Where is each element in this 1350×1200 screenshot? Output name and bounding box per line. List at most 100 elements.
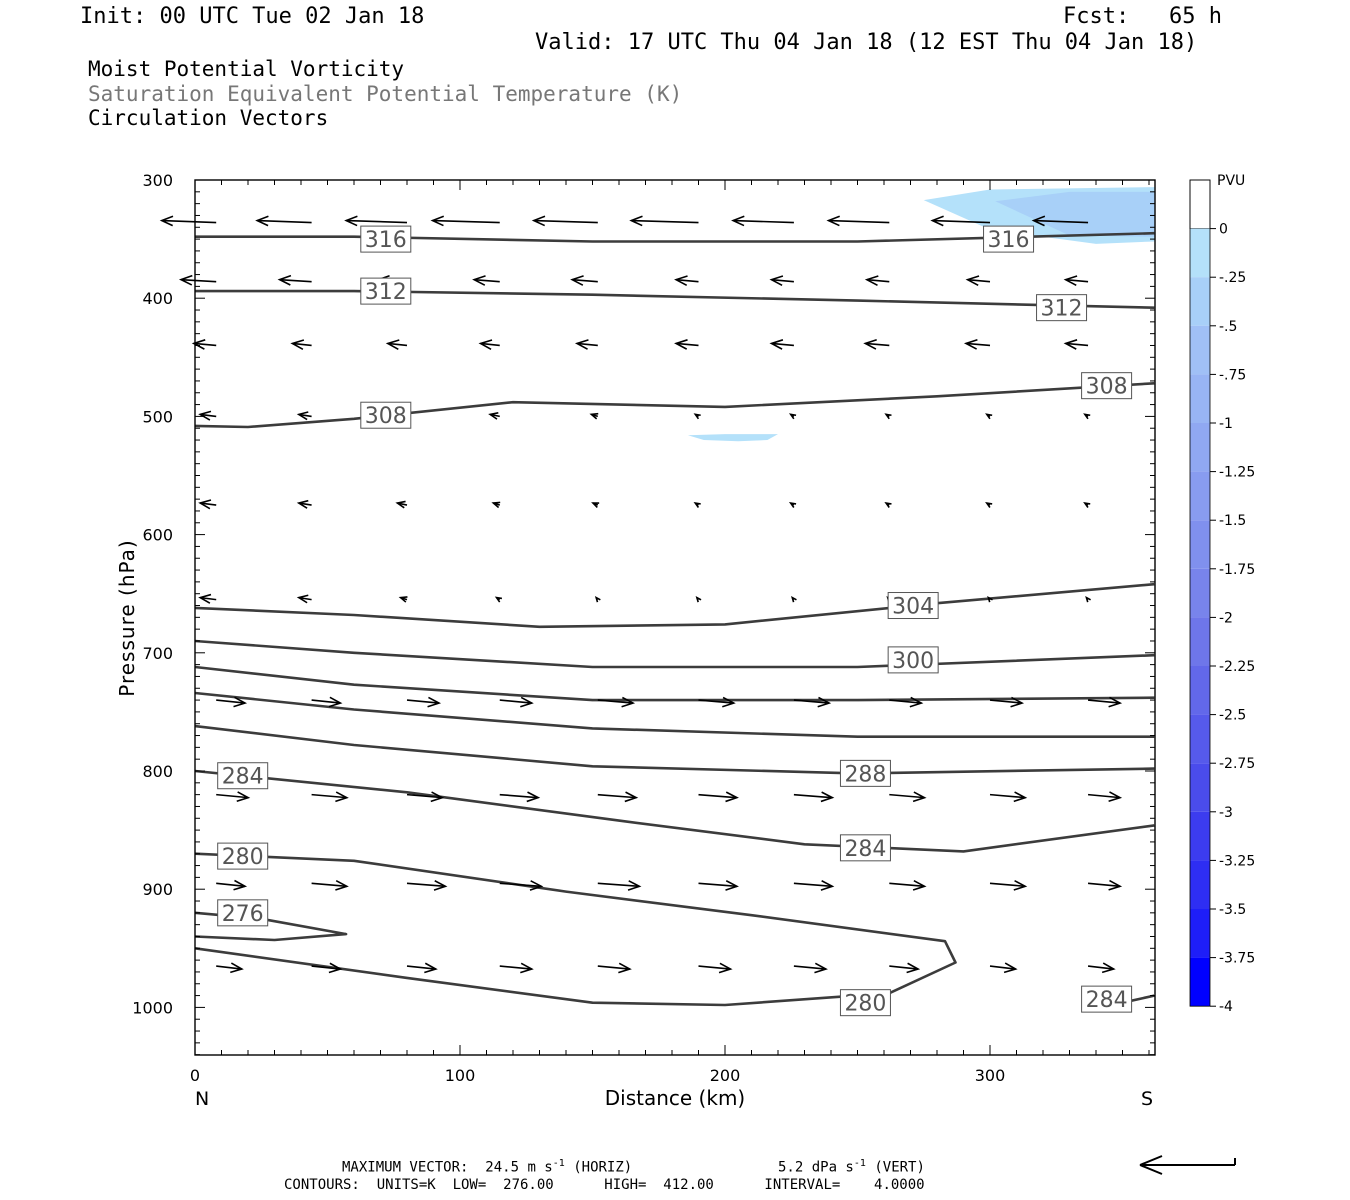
x-tick-label: 200	[710, 1066, 741, 1085]
contour-label-text: 304	[892, 595, 934, 620]
colorbar-swatch	[1190, 423, 1210, 472]
y-tick-label: 500	[142, 407, 173, 426]
circulation-vector	[788, 501, 797, 508]
y-tick-label: 800	[142, 762, 173, 781]
colorbar-label: -4	[1219, 999, 1233, 1015]
colorbar-swatch	[1190, 374, 1210, 423]
contour-label-text: 316	[988, 228, 1030, 253]
circulation-vector	[793, 696, 832, 708]
circulation-vector	[216, 962, 244, 974]
circulation-vector	[731, 215, 794, 227]
circulation-vector	[216, 791, 251, 803]
contour-label-text: 312	[365, 280, 407, 305]
plot-frame	[194, 179, 1156, 1056]
theta-contour-300	[194, 639, 1155, 669]
x-tick-label: 300	[975, 1066, 1006, 1085]
theta-contour-296	[194, 665, 1155, 702]
circulation-vector	[989, 791, 1028, 803]
contour-info: CONTOURS: UNITS=K LOW= 276.00 HIGH= 412.…	[284, 1177, 925, 1193]
reference-vector-icon	[1139, 1155, 1236, 1175]
circulation-vector	[769, 339, 794, 350]
colorbar-swatch	[1190, 568, 1210, 618]
circulation-vector	[889, 962, 921, 974]
theta-contour-292	[194, 691, 1155, 739]
y-tick-label: 300	[142, 171, 173, 190]
colorbar-label: -3.75	[1219, 951, 1255, 967]
colorbar-label: -1	[1219, 416, 1233, 432]
circulation-vector	[1083, 413, 1091, 420]
circulation-vector	[793, 962, 828, 974]
contour-label: 284	[1081, 985, 1133, 1013]
contour-label: 304	[887, 592, 939, 620]
circulation-vector	[963, 338, 991, 350]
theta-contour-280	[194, 852, 957, 1007]
circulation-vector	[987, 596, 993, 603]
circulation-vector	[793, 880, 835, 891]
field-theta-label: Saturation Equivalent Potential Temperat…	[88, 82, 683, 106]
colorbar-swatch	[1190, 228, 1210, 278]
colorbar-label: -2.75	[1219, 756, 1255, 772]
circulation-vector	[344, 215, 408, 227]
reference-vector-arrow	[1139, 1155, 1236, 1175]
colorbar-swatch	[1190, 909, 1210, 958]
circulation-vector	[989, 696, 1025, 708]
contour-label-text: 316	[365, 228, 407, 253]
contour-label: 284	[217, 762, 269, 790]
circulation-vector	[693, 501, 701, 508]
contour-label-text: 280	[844, 992, 886, 1017]
field-vectors-label: Circulation Vectors	[88, 106, 329, 130]
circulation-vector	[985, 413, 993, 420]
colorbar-label: -2.25	[1219, 659, 1255, 675]
circulation-vector	[531, 215, 598, 227]
colorbar-label: -3	[1219, 805, 1233, 821]
colorbar-label: -3.5	[1219, 902, 1246, 918]
contour-label-text: 276	[222, 902, 264, 927]
contour-label-text: 280	[222, 845, 264, 870]
contour-label-text: 284	[1086, 988, 1128, 1013]
circulation-vector	[290, 339, 312, 350]
circulation-vector	[698, 962, 733, 974]
pv-region	[995, 191, 1155, 237]
circulation-vector	[296, 411, 312, 421]
colorbar-label: -.25	[1219, 270, 1246, 286]
field-pv-label: Moist Potential Vorticity	[88, 57, 405, 81]
colorbar-label: -1.5	[1219, 513, 1246, 529]
colorbar-swatch	[1190, 325, 1210, 375]
contour-label-text: 284	[844, 837, 886, 862]
theta-contour-288	[194, 724, 1155, 775]
circulation-vector	[216, 696, 248, 708]
colorbar-swatch	[1190, 714, 1210, 764]
circulation-vector	[406, 696, 442, 708]
contour-label-text: 300	[892, 649, 934, 674]
circulation-vector	[472, 275, 500, 286]
y-tick-label: 700	[142, 644, 173, 663]
circulation-vector	[216, 879, 248, 891]
colorbar-label: -.5	[1219, 319, 1237, 335]
circulation-vector-layer	[159, 215, 1123, 974]
circulation-vector	[788, 413, 797, 420]
circulation-vector	[1063, 339, 1089, 350]
circulation-vector	[864, 275, 890, 286]
colorbar-swatch	[1190, 811, 1210, 861]
y-tick-label: 600	[142, 526, 173, 545]
contour-label: 316	[983, 225, 1035, 253]
vert-vector-label: 5.2 dPa s-1 (VERT)	[778, 1158, 925, 1176]
x-tick-label: 0	[190, 1066, 200, 1085]
colorbar-label: -.75	[1219, 367, 1246, 383]
circulation-vector	[499, 791, 541, 803]
circulation-vector	[311, 696, 343, 708]
forecast-hour: Fcst: 65 h	[1063, 4, 1222, 29]
circulation-vector	[597, 791, 639, 803]
circulation-vector	[198, 410, 217, 421]
colorbar-swatch	[1190, 520, 1210, 569]
colorbar-label: -1.25	[1219, 465, 1255, 481]
contour-label-text: 308	[1086, 375, 1128, 400]
contour-label: 280	[217, 842, 269, 870]
circulation-vector	[255, 215, 312, 227]
circulation-vector	[884, 501, 892, 508]
circulation-vector	[296, 499, 312, 509]
theta-contour-312	[195, 289, 1155, 309]
circulation-vector	[385, 339, 408, 350]
circulation-vector	[698, 791, 739, 803]
